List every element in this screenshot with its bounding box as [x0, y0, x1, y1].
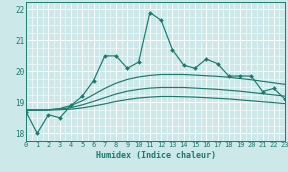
- X-axis label: Humidex (Indice chaleur): Humidex (Indice chaleur): [96, 151, 215, 160]
